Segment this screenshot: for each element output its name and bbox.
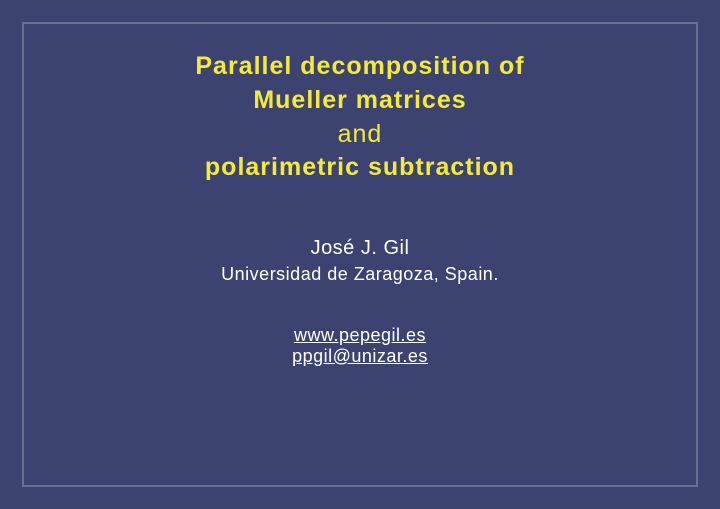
author-block: José J. Gil Universidad de Zaragoza, Spa… (221, 237, 499, 285)
title-block: Parallel decomposition of Mueller matric… (195, 50, 524, 185)
slide: Parallel decomposition of Mueller matric… (0, 0, 720, 509)
author-affiliation: Universidad de Zaragoza, Spain. (221, 264, 499, 285)
title-line-2: Mueller matrices (195, 84, 524, 118)
title-line-3: polarimetric subtraction (195, 151, 524, 185)
slide-inner-frame: Parallel decomposition of Mueller matric… (22, 22, 698, 487)
author-name: José J. Gil (221, 237, 499, 260)
email-link[interactable]: ppgil@unizar.es (292, 346, 428, 367)
links-block: www.pepegil.es ppgil@unizar.es (292, 325, 428, 367)
title-connector: and (195, 118, 524, 152)
title-line-1: Parallel decomposition of (195, 50, 524, 84)
website-link[interactable]: www.pepegil.es (294, 325, 426, 346)
